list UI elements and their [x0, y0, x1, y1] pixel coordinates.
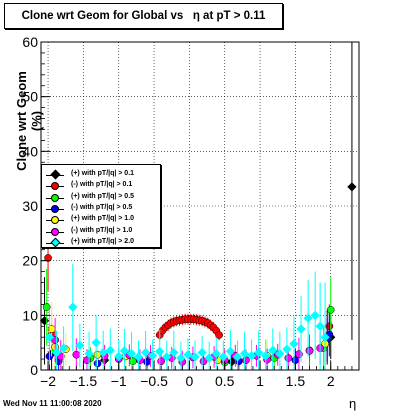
x-tick-label: −1.5	[70, 373, 98, 389]
y-tick-label: 40	[22, 143, 38, 159]
legend-entry: (+) with pT/|q| > 0.1	[46, 169, 160, 181]
data-point	[119, 346, 130, 356]
data-series	[39, 42, 357, 370]
data-point	[211, 348, 221, 359]
legend-entry: (-) with pT/|q| > 0.1	[46, 180, 160, 192]
data-point	[157, 357, 165, 366]
axis-ticks	[40, 41, 360, 371]
data-point	[114, 351, 124, 361]
data-point	[155, 346, 165, 357]
x-tick-label: −0.5	[140, 373, 168, 389]
data-point	[347, 182, 357, 192]
x-tick-label: −2	[40, 373, 56, 389]
legend-label: (+) with pT/|q| > 0.1	[71, 170, 135, 177]
data-point	[91, 338, 101, 348]
series-6	[44, 263, 330, 370]
data-point	[105, 345, 115, 355]
data-point	[289, 339, 299, 349]
title-box: Clone wrt Geom for Global vs η at pT > 0…	[4, 3, 283, 29]
legend-marker-icon	[51, 227, 59, 236]
legend-label: (+) with pT/|q| > 2.0	[71, 237, 135, 245]
x-tick-label: 2	[327, 373, 335, 389]
data-point	[254, 347, 264, 358]
data-point	[305, 347, 314, 355]
x-axis-label: η	[349, 396, 357, 411]
legend-entry: (+) with pT/|q| > 1.0	[46, 214, 160, 226]
legend: (+) with pT/|q| > 0.1 (-) with pT/|q| > 0…	[41, 164, 161, 248]
data-point	[320, 332, 330, 342]
data-point	[215, 331, 223, 339]
data-point	[310, 310, 320, 320]
data-point	[72, 350, 81, 359]
data-point	[169, 347, 179, 358]
legend-label: (-) with pT/|q| > 0.5	[71, 203, 133, 211]
legend-marker-icon	[50, 237, 61, 248]
y-tick-label: 60	[22, 34, 38, 50]
data-point	[75, 340, 85, 351]
data-point	[39, 316, 50, 326]
data-point	[246, 351, 257, 361]
data-point	[268, 345, 278, 355]
data-point	[190, 352, 200, 362]
data-point	[133, 352, 144, 362]
data-point	[197, 347, 207, 358]
y-tick-label: 10	[22, 307, 38, 323]
data-point	[303, 313, 313, 323]
data-point	[58, 343, 69, 353]
legend-marker-icon	[51, 182, 59, 191]
legend-label: (+) with pT/|q| > 0.5	[71, 192, 135, 200]
x-tick-label: 1.5	[286, 373, 306, 389]
data-point	[282, 344, 292, 354]
data-point	[148, 351, 158, 361]
legend-label: (-) with pT/|q| > 1.0	[71, 226, 133, 234]
data-point	[183, 350, 193, 360]
data-point	[44, 254, 52, 262]
legend-entry: (+) with pT/|q| > 2.0	[46, 237, 160, 249]
data-point	[162, 352, 172, 362]
data-point	[315, 321, 325, 331]
chart-title: Clone wrt Geom for Global vs η at pT > 0…	[21, 10, 266, 22]
x-tick-label: 0.5	[215, 373, 235, 389]
y-tick-label: 30	[22, 198, 38, 214]
legend-marker-icon	[51, 216, 59, 225]
legend-entry: (+) with pT/|q| > 0.5	[46, 192, 160, 204]
legend-marker-icon	[51, 193, 59, 202]
data-point	[275, 348, 285, 359]
data-point	[51, 347, 62, 358]
legend-entry: (-) with pT/|q| > 1.0	[46, 226, 160, 238]
data-point	[204, 353, 214, 363]
timestamp: Wed Nov 11 11:00:08 2020	[3, 399, 102, 408]
data-point	[44, 332, 55, 342]
y-axis-label: Clone wrt Geom (%)	[14, 71, 44, 171]
data-point	[218, 352, 228, 362]
data-point	[84, 348, 94, 359]
y-tick-label: 0	[30, 362, 38, 378]
data-point	[140, 347, 151, 358]
data-point	[68, 302, 78, 312]
data-point	[326, 306, 335, 314]
data-point	[42, 303, 51, 311]
y-tick-label: 20	[22, 253, 38, 269]
data-point	[126, 348, 137, 359]
x-tick-label: 1	[256, 373, 264, 389]
legend-marker-icon	[51, 204, 59, 213]
data-point	[242, 356, 250, 365]
data-point	[232, 352, 243, 362]
data-point	[225, 346, 236, 357]
x-tick-label: 0	[186, 373, 194, 389]
data-point	[176, 353, 186, 363]
x-tick-label: −1	[111, 373, 127, 389]
legend-entry: (-) with pT/|q| > 0.5	[46, 203, 160, 215]
data-point	[296, 324, 306, 334]
data-point	[98, 347, 108, 358]
legend-marker-icon	[50, 169, 61, 180]
legend-label: (-) with pT/|q| > 0.1	[71, 181, 133, 189]
legend-label: (+) with pT/|q| > 1.0	[71, 215, 135, 223]
data-point	[284, 354, 293, 362]
y-tick-label: 50	[22, 89, 38, 105]
data-point	[239, 348, 250, 359]
data-point	[261, 351, 271, 361]
